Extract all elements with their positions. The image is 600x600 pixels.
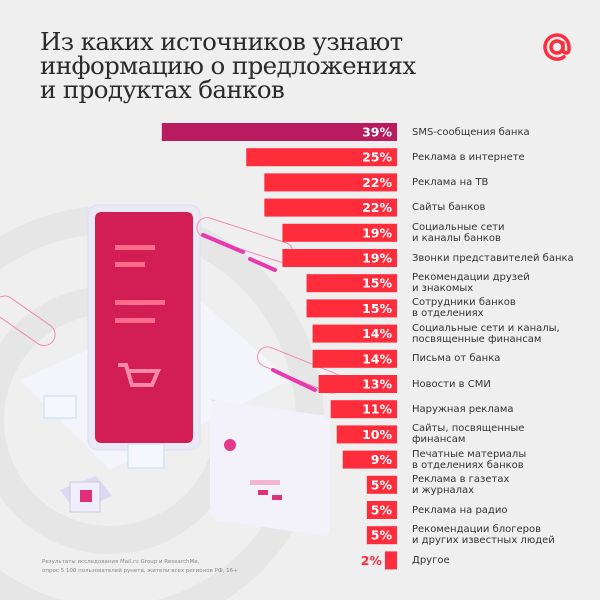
category-label: Печатные материалы в отделениях банков	[412, 448, 527, 471]
value-label: 5%	[371, 503, 393, 518]
bar	[366, 526, 397, 545]
category-label: Сотрудники банков в отделениях	[412, 297, 516, 320]
value-label: 5%	[371, 477, 393, 492]
category-label: Социальные сети и каналы, посвященные фин…	[412, 322, 560, 345]
category-label: Сайты банков	[412, 202, 486, 214]
bar	[306, 274, 397, 293]
value-label: 2%	[361, 553, 383, 568]
value-label: 19%	[362, 225, 392, 240]
bar	[384, 551, 397, 570]
footnote-line: Результаты исследования Mail.ru Group и …	[42, 559, 200, 565]
phone-illustration	[20, 204, 290, 513]
value-label: 10%	[362, 427, 392, 442]
bar	[312, 324, 397, 343]
category-label: Другое	[412, 554, 450, 566]
category-label: Наружная реклама	[412, 403, 514, 415]
bar	[366, 475, 397, 494]
bar	[330, 400, 397, 419]
category-label: Рекомендации блогеров и других известных …	[412, 524, 555, 547]
bar	[336, 425, 397, 444]
value-label: 11%	[362, 402, 392, 417]
value-label: 39%	[362, 125, 392, 140]
bar	[318, 375, 397, 393]
value-label: 15%	[362, 301, 392, 316]
category-label: Письма от банка	[412, 353, 501, 365]
value-label: 13%	[362, 377, 392, 392]
category-label: Сайты, посвященные финансам	[412, 423, 525, 446]
value-label: 25%	[362, 150, 392, 165]
category-label: Звонки представителей банка	[412, 252, 574, 264]
bar	[366, 501, 397, 519]
bar	[246, 148, 397, 167]
page-title: Из каких источников узнают информацию о …	[40, 27, 416, 104]
card-illustration	[210, 399, 331, 536]
bar	[306, 299, 397, 318]
value-label: 22%	[362, 200, 392, 215]
footnote-line: опрос 5 100 пользователей рунета, жители…	[42, 568, 238, 574]
bar	[282, 223, 397, 242]
value-label: 15%	[362, 276, 392, 291]
category-label: Реклама на ТВ	[412, 176, 489, 188]
value-label: 22%	[362, 175, 392, 190]
title-line: и продуктах банков	[40, 75, 285, 104]
category-label: Рекомендации друзей и знакомых	[412, 272, 530, 295]
bar	[282, 249, 397, 267]
bar	[264, 198, 397, 217]
category-label: SMS-сообщения банка	[412, 126, 530, 138]
value-label: 9%	[371, 452, 393, 467]
bar	[312, 349, 397, 368]
bar	[264, 173, 397, 192]
title-line: информацию о предложениях	[40, 51, 416, 80]
category-label: Реклама в газетах и журналах	[412, 473, 510, 496]
category-label: Реклама на радио	[412, 504, 508, 516]
category-label: Социальные сети и каналы банков	[412, 221, 505, 244]
title-line: Из каких источников узнают	[40, 27, 403, 56]
footnote: Результаты исследования Mail.ru Group и …	[42, 558, 238, 576]
category-label: Новости в СМИ	[412, 378, 491, 390]
value-label: 14%	[362, 326, 392, 341]
value-label: 19%	[362, 251, 392, 266]
value-label: 5%	[371, 528, 393, 543]
bar	[342, 450, 397, 469]
bar	[161, 123, 397, 141]
value-label: 14%	[362, 351, 392, 366]
category-label: Реклама в интернете	[412, 151, 525, 163]
mail-at-logo	[543, 33, 571, 61]
